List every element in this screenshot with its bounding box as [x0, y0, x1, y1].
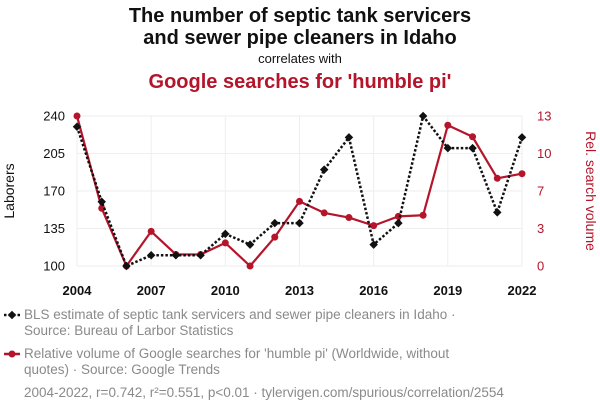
series2-point [221, 239, 229, 247]
chart-title-line2: and sewer pipe cleaners in Idaho [143, 27, 456, 49]
legend-series2-text-1: Relative volume of Google searches for '… [24, 346, 449, 361]
series1-point [245, 240, 255, 249]
legend-series2-marker [8, 350, 16, 358]
legend-series1-text-1: BLS estimate of septic tank servicers an… [24, 307, 455, 322]
legend-series1-text-2: Source: Bureau of Larbor Statistics [24, 323, 234, 338]
series1-point [97, 197, 106, 206]
y-axis-left: 100 135 170 205 240 [43, 109, 65, 274]
series1-point [270, 218, 280, 228]
footer-stats: 2004-2022, r=0.742, r²=0.551, p<0.01 · t… [24, 385, 504, 400]
y-left-tick-label: 170 [43, 184, 65, 199]
y-right-tick-label: 10 [537, 146, 551, 161]
y-left-tick-label: 240 [43, 109, 65, 124]
series1-point [468, 143, 477, 153]
y-axis-right: 0 3 7 10 13 [537, 109, 551, 274]
series2-point [345, 214, 353, 222]
series-layer [72, 111, 527, 271]
x-tick-label: 2016 [359, 283, 388, 298]
x-tick-label: 2013 [285, 283, 314, 298]
chart-title-line1: The number of septic tank servicers [129, 5, 471, 27]
x-tick-label: 2004 [63, 283, 93, 298]
series2-point [469, 133, 477, 141]
legend-series1-marker [7, 310, 17, 320]
series2-point [419, 211, 427, 219]
correlates-text: correlates with [258, 51, 342, 66]
y-left-tick-label: 135 [43, 221, 65, 236]
series2-point [320, 209, 328, 217]
series2-point [73, 112, 81, 120]
series2-point [370, 222, 378, 230]
series2-point [147, 227, 155, 235]
series2-point [246, 262, 254, 270]
chart-title-series2: Google searches for 'humble pi' [149, 71, 452, 93]
series2-point [518, 170, 526, 178]
series1-point [344, 133, 354, 142]
series1-point [517, 133, 527, 142]
series1-point [493, 208, 502, 217]
y-axis-left-label: Laborers [1, 163, 17, 218]
series1-point [295, 218, 304, 228]
series2-point [394, 212, 402, 220]
series1-point [122, 261, 131, 271]
series1-point [72, 122, 82, 131]
series2-point [98, 204, 106, 212]
series2-point [296, 197, 303, 205]
y-right-tick-label: 13 [537, 109, 551, 124]
y-left-tick-label: 205 [43, 146, 65, 161]
x-axis: 2004 2007 2010 2013 2016 2019 2022 [63, 283, 537, 298]
series1-point [369, 240, 378, 249]
series2-point [493, 174, 501, 182]
y-left-tick-label: 100 [43, 259, 65, 274]
legend: BLS estimate of septic tank servicers an… [4, 307, 455, 377]
y-axis-right-label: Rel. search volume [583, 131, 599, 251]
x-tick-label: 2010 [211, 283, 240, 298]
series1-point [443, 143, 453, 153]
series2-point [444, 121, 452, 129]
x-tick-label: 2019 [433, 283, 462, 298]
y-right-tick-label: 3 [537, 221, 544, 236]
x-tick-label: 2022 [508, 283, 537, 298]
series1-point [394, 218, 403, 228]
legend-series2-text-2: quotes) · Source: Google Trends [24, 362, 220, 377]
series2-point [271, 233, 279, 241]
y-right-tick-label: 7 [537, 184, 544, 199]
series1-point [146, 251, 156, 260]
y-right-tick-label: 0 [537, 259, 544, 274]
series1-point [221, 229, 230, 239]
x-tick-label: 2007 [137, 283, 166, 298]
series1-point [319, 165, 329, 174]
series1-point [418, 111, 428, 121]
